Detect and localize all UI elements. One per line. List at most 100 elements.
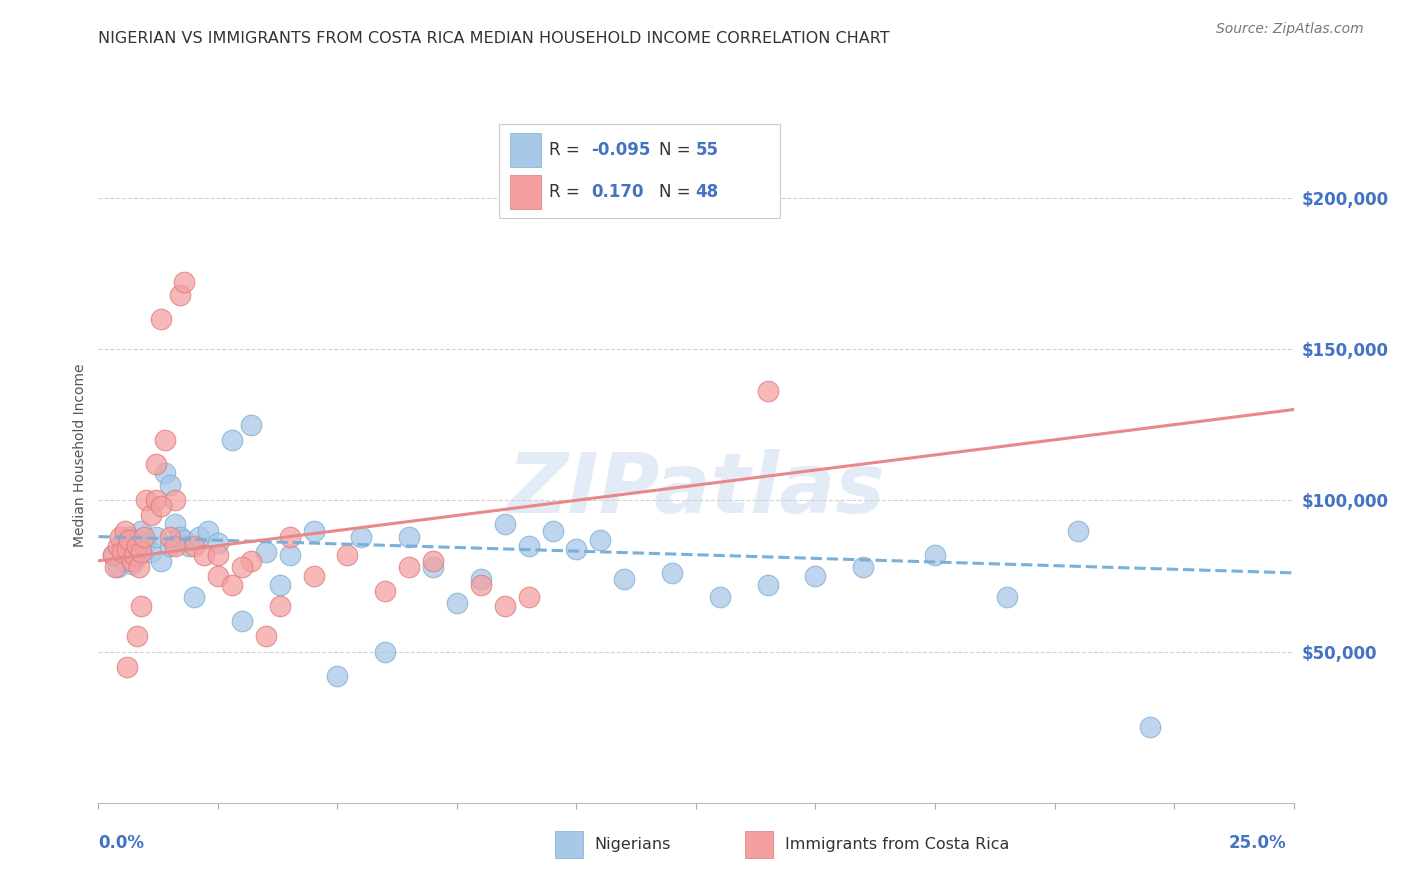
Point [159, 530, 181, 544]
Point [139, 508, 162, 523]
Text: 55: 55 [696, 141, 718, 159]
Point [118, 533, 141, 547]
Point [470, 572, 492, 586]
Point [183, 539, 205, 553]
Point [374, 584, 396, 599]
Point [115, 659, 138, 673]
Point [494, 517, 516, 532]
Point [163, 517, 186, 532]
Point [326, 669, 349, 683]
Point [149, 554, 172, 568]
Text: Immigrants from Costa Rica: Immigrants from Costa Rica [785, 838, 1010, 852]
Point [114, 524, 136, 538]
Point [336, 548, 359, 562]
Point [240, 417, 263, 432]
Text: N =: N = [659, 183, 696, 201]
Point [121, 557, 143, 571]
Point [139, 545, 162, 559]
Point [278, 548, 301, 562]
Point [107, 559, 129, 574]
Point [350, 530, 373, 544]
Point [541, 524, 564, 538]
Point [101, 548, 124, 562]
Point [145, 493, 167, 508]
Point [197, 524, 219, 538]
Point [517, 590, 540, 604]
Point [145, 530, 167, 544]
Point [756, 578, 779, 592]
Point [565, 541, 588, 556]
Point [111, 545, 134, 559]
Point [163, 493, 186, 508]
Point [852, 559, 875, 574]
Point [269, 599, 291, 614]
Point [278, 530, 301, 544]
Point [132, 530, 155, 544]
Point [494, 599, 516, 614]
Point [446, 596, 468, 610]
Point [661, 566, 683, 580]
Point [254, 629, 277, 643]
Point [159, 478, 181, 492]
Point [124, 541, 146, 556]
Point [125, 629, 148, 643]
Text: 0.170: 0.170 [592, 183, 644, 201]
Point [231, 559, 253, 574]
Point [207, 569, 229, 583]
Y-axis label: Median Household Income: Median Household Income [73, 363, 87, 547]
Point [131, 599, 153, 614]
Point [121, 554, 143, 568]
Point [231, 615, 253, 629]
Text: -0.095: -0.095 [592, 141, 651, 159]
Point [128, 548, 150, 562]
Point [422, 559, 444, 574]
Point [254, 545, 277, 559]
Text: 0.0%: 0.0% [98, 834, 145, 852]
Point [149, 311, 172, 326]
Point [104, 559, 127, 574]
Point [111, 539, 134, 553]
Point [709, 590, 731, 604]
Point [124, 548, 146, 562]
Point [187, 530, 209, 544]
Point [517, 539, 540, 553]
Point [155, 466, 177, 480]
Point [125, 533, 148, 547]
Point [193, 548, 215, 562]
Point [422, 554, 444, 568]
Point [995, 590, 1018, 604]
Text: R =: R = [550, 141, 585, 159]
Point [1067, 524, 1090, 538]
Point [183, 590, 205, 604]
Point [169, 530, 191, 544]
Point [589, 533, 612, 547]
Point [1139, 720, 1161, 734]
Text: NIGERIAN VS IMMIGRANTS FROM COSTA RICA MEDIAN HOUSEHOLD INCOME CORRELATION CHART: NIGERIAN VS IMMIGRANTS FROM COSTA RICA M… [98, 31, 890, 46]
Point [169, 287, 191, 301]
Point [115, 541, 138, 556]
Point [163, 539, 186, 553]
Point [149, 500, 172, 514]
Point [173, 276, 195, 290]
Point [221, 433, 243, 447]
Point [107, 539, 129, 553]
Point [398, 559, 420, 574]
Text: Source: ZipAtlas.com: Source: ZipAtlas.com [1216, 22, 1364, 37]
Point [179, 539, 201, 553]
Point [804, 569, 827, 583]
Text: 48: 48 [696, 183, 718, 201]
Point [470, 578, 492, 592]
Text: Nigerians: Nigerians [595, 838, 671, 852]
Point [173, 533, 195, 547]
Text: 25.0%: 25.0% [1229, 834, 1286, 852]
Point [613, 572, 636, 586]
Text: R =: R = [550, 183, 591, 201]
Point [114, 554, 136, 568]
Point [108, 530, 131, 544]
Text: ZIPatlas: ZIPatlas [508, 450, 884, 530]
Text: N =: N = [659, 141, 696, 159]
Point [269, 578, 291, 592]
Point [302, 569, 325, 583]
Point [240, 554, 263, 568]
Point [101, 548, 124, 562]
